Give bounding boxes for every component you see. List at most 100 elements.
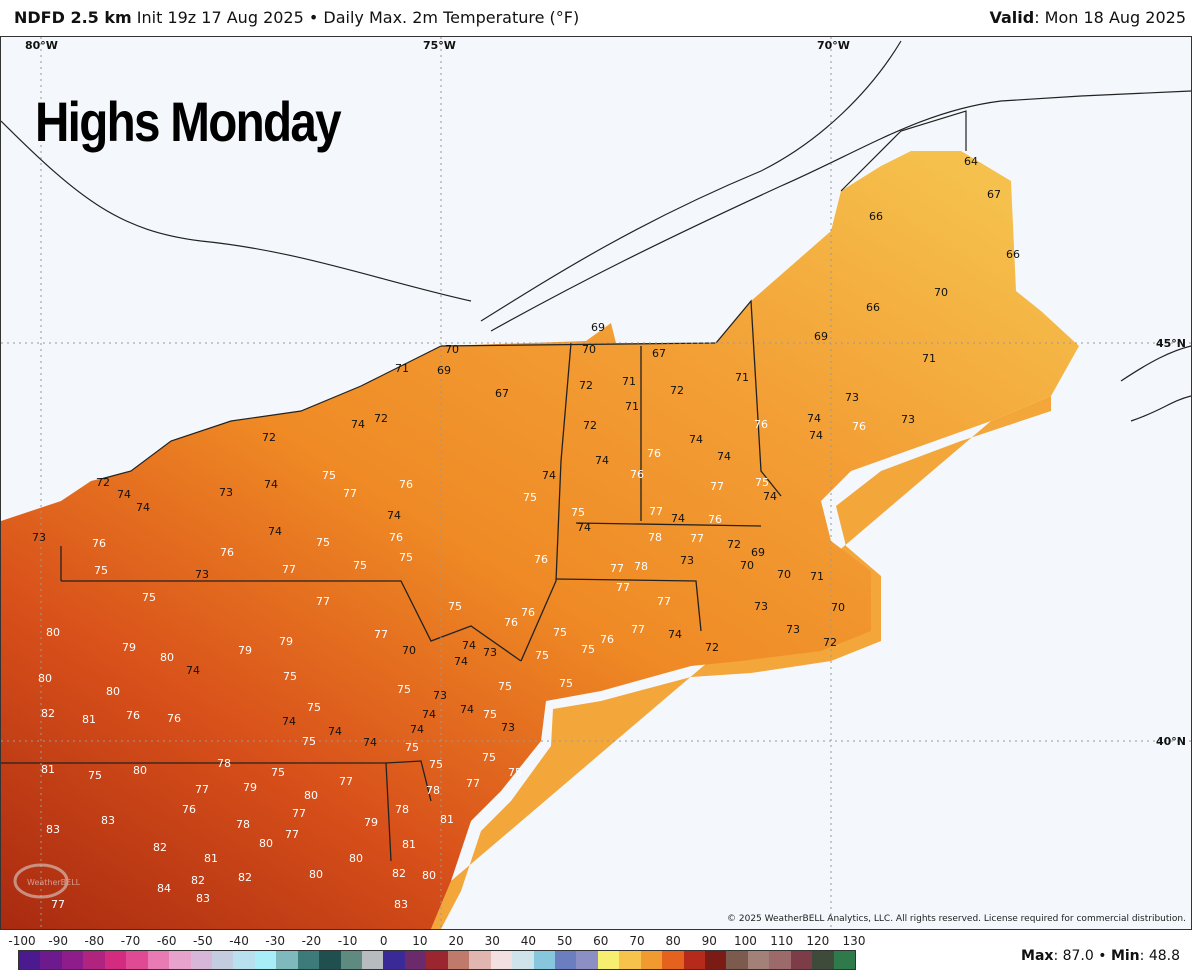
offshore-buffer [431, 396, 1051, 929]
temperature-label: 77 [292, 807, 306, 820]
temperature-label: 75 [498, 680, 512, 693]
logo-text: WeatherBELL [27, 878, 81, 887]
temperature-label: 80 [46, 626, 60, 639]
temperature-label: 74 [117, 488, 131, 501]
weatherbell-logo: WeatherBELL [13, 863, 81, 899]
temperature-label: 75 [353, 559, 367, 572]
colorbar-swatch [790, 951, 813, 969]
temperature-label: 74 [422, 708, 436, 721]
temperature-label: 82 [41, 707, 55, 720]
colorbar-tick: -40 [229, 934, 249, 948]
temperature-label: 79 [122, 641, 136, 654]
temperature-label: 80 [133, 764, 147, 777]
temperature-label: 77 [316, 595, 330, 608]
colorbar-swatch [319, 951, 341, 969]
temperature-label: 77 [631, 623, 645, 636]
colorbar-tick: 130 [842, 934, 866, 948]
colorbar-swatch [297, 951, 320, 969]
temperature-label: 77 [339, 775, 353, 788]
colorbar-swatch [597, 951, 620, 969]
colorbar-swatch [447, 951, 470, 969]
temperature-label: 76 [92, 537, 106, 550]
temperature-label: 72 [823, 636, 837, 649]
map-canvas: 80°W 75°W 70°W 45°N 40°N 646766667066697… [1, 37, 1191, 929]
temperature-label: 79 [243, 781, 257, 794]
temperature-label: 74 [689, 433, 703, 446]
temperature-label: 80 [304, 789, 318, 802]
colorbar-swatch [104, 951, 127, 969]
product-name: Daily Max. 2m Temperature (°F) [323, 8, 580, 27]
temperature-label: 69 [591, 321, 605, 334]
temperature-label: 75 [88, 769, 102, 782]
colorbar-swatch [211, 951, 234, 969]
temperature-label: 72 [727, 538, 741, 551]
temperature-label: 77 [343, 487, 357, 500]
colorbar-swatch [533, 951, 555, 969]
temperature-label: 72 [262, 431, 276, 444]
colorbar-swatch [254, 951, 277, 969]
temperature-label: 80 [422, 869, 436, 882]
lon-label: 80°W [25, 39, 58, 52]
temperature-label: 74 [136, 501, 150, 514]
temperature-label: 75 [581, 643, 595, 656]
temperature-map[interactable]: 80°W 75°W 70°W 45°N 40°N 64 67 66 66 70 66 69 7… [0, 36, 1192, 930]
separator: • [1098, 948, 1107, 964]
colorbar-tick: 120 [806, 934, 830, 948]
colorbar-swatch [769, 951, 791, 969]
temperature-label: 75 [142, 591, 156, 604]
temperature-label: 74 [671, 512, 685, 525]
temperature-label: 77 [690, 532, 704, 545]
canada-border-river [1, 40, 1191, 422]
overlay-title: Highs Monday [35, 90, 342, 153]
temperature-label: 76 [754, 418, 768, 431]
min-label: Min [1110, 948, 1140, 964]
temperature-label: 81 [41, 763, 55, 776]
min-value: 48.8 [1148, 948, 1180, 964]
colorbar-tick: 50 [556, 934, 573, 948]
temperature-label: 71 [625, 400, 639, 413]
temperature-label: 76 [647, 447, 661, 460]
temperature-label: 76 [534, 553, 548, 566]
temperature-label: 71 [622, 375, 636, 388]
temperature-label: 69 [751, 546, 765, 559]
temperature-label: 74 [268, 525, 282, 538]
valid-time: Valid: Mon 18 Aug 2025 [989, 8, 1186, 27]
temperature-label: 74 [460, 703, 474, 716]
temperature-label: 75 [482, 751, 496, 764]
temperature-label: 82 [238, 871, 252, 884]
temperature-label: 74 [363, 736, 377, 749]
colorbar-swatch [726, 951, 748, 969]
temperature-label: 66 [866, 301, 880, 314]
temperature-label: 81 [402, 838, 416, 851]
temperature-label: 77 [374, 628, 388, 641]
temperature-label: 81 [440, 813, 454, 826]
temperature-label: 83 [46, 823, 60, 836]
colorbar-tick: 100 [734, 934, 757, 948]
temperature-label: 70 [740, 559, 754, 572]
model-name: NDFD 2.5 km [14, 8, 132, 27]
colorbar-swatch [233, 951, 255, 969]
temperature-label: 72 [705, 641, 719, 654]
colorbar-swatch [383, 951, 405, 969]
colorbar [18, 950, 856, 970]
colorbar-swatch [61, 951, 84, 969]
separator: • [308, 8, 319, 27]
temperature-label: 74 [351, 418, 365, 431]
temperature-label: 75 [322, 469, 336, 482]
colorbar-tick: 0 [379, 934, 388, 948]
temperature-label: 66 [869, 210, 883, 223]
temperature-label: 72 [583, 419, 597, 432]
temperature-label: 77 [466, 777, 480, 790]
temperature-label: 76 [126, 709, 140, 722]
temperature-label: 79 [238, 644, 252, 657]
temperature-label: 75 [483, 708, 497, 721]
temperature-label: 77 [657, 595, 671, 608]
temperature-label: 82 [191, 874, 205, 887]
colorbar-swatch [126, 951, 148, 969]
temperature-label: 75 [316, 536, 330, 549]
colorbar-ticks: -100 -90 -80 -70 -60 -50 -40 -30 -20 -10 0 10 20 30 40… [0, 934, 870, 948]
colorbar-tick: -60 [156, 934, 177, 948]
temperature-label: 76 [521, 606, 535, 619]
colorbar-tick: -90 [48, 934, 68, 948]
colorbar-tick: 20 [448, 934, 464, 948]
